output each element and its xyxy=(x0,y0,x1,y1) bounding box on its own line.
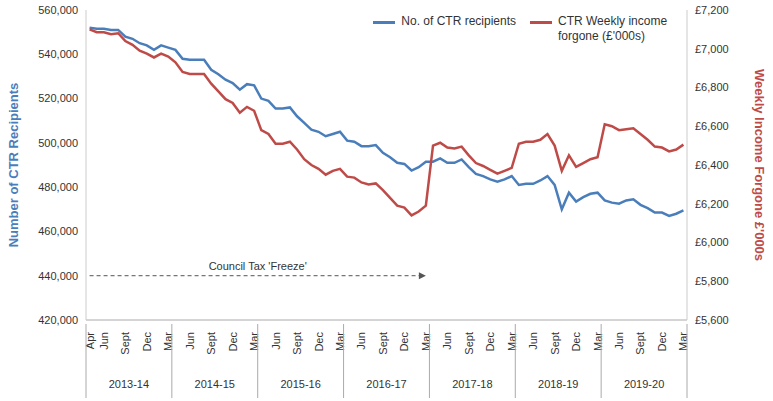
svg-text:Dec: Dec xyxy=(313,332,325,352)
svg-text:2015-16: 2015-16 xyxy=(280,378,320,390)
svg-text:Sept: Sept xyxy=(205,332,217,355)
svg-text:2014-15: 2014-15 xyxy=(195,378,235,390)
svg-text:Sept: Sept xyxy=(377,332,389,355)
svg-text:2016-17: 2016-17 xyxy=(366,378,406,390)
svg-text:460,000: 460,000 xyxy=(38,225,78,237)
svg-text:Mar: Mar xyxy=(162,332,174,351)
svg-text:Jun: Jun xyxy=(355,332,367,350)
svg-text:500,000: 500,000 xyxy=(38,137,78,149)
svg-text:Sept: Sept xyxy=(463,332,475,355)
svg-text:£5,800: £5,800 xyxy=(695,275,729,287)
svg-text:Mar: Mar xyxy=(506,332,518,351)
svg-text:2018-19: 2018-19 xyxy=(538,378,578,390)
svg-text:560,000: 560,000 xyxy=(38,4,78,16)
svg-text:Dec: Dec xyxy=(570,332,582,352)
svg-text:420,000: 420,000 xyxy=(38,314,78,326)
svg-text:2019-20: 2019-20 xyxy=(624,378,664,390)
svg-text:£7,000: £7,000 xyxy=(695,43,729,55)
svg-text:540,000: 540,000 xyxy=(38,48,78,60)
svg-text:Mar: Mar xyxy=(592,332,604,351)
svg-text:Sept: Sept xyxy=(549,332,561,355)
svg-text:Jun: Jun xyxy=(441,332,453,350)
svg-text:Jun: Jun xyxy=(270,332,282,350)
svg-text:Number of CTR Recipients: Number of CTR Recipients xyxy=(8,83,21,248)
svg-text:Council Tax 'Freeze': Council Tax 'Freeze' xyxy=(209,260,307,272)
svg-text:2013-14: 2013-14 xyxy=(109,378,149,390)
svg-text:Apr: Apr xyxy=(84,332,96,349)
svg-text:Jun: Jun xyxy=(184,332,196,350)
svg-text:Sept: Sept xyxy=(119,332,131,355)
svg-text:Jun: Jun xyxy=(98,332,110,350)
svg-text:Dec: Dec xyxy=(227,332,239,352)
svg-text:Mar: Mar xyxy=(677,332,689,351)
svg-text:£6,800: £6,800 xyxy=(695,81,729,93)
svg-text:£6,600: £6,600 xyxy=(695,120,729,132)
svg-text:Dec: Dec xyxy=(398,332,410,352)
svg-text:440,000: 440,000 xyxy=(38,270,78,282)
svg-text:£6,400: £6,400 xyxy=(695,159,729,171)
svg-text:Mar: Mar xyxy=(248,332,260,351)
svg-text:Mar: Mar xyxy=(420,332,432,351)
html-text:No. of CTR recipients: No. of CTR recipients xyxy=(401,14,516,28)
svg-text:£5,600: £5,600 xyxy=(695,314,729,326)
svg-text:£6,200: £6,200 xyxy=(695,198,729,210)
svg-text:£6,000: £6,000 xyxy=(695,236,729,248)
svg-text:Jun: Jun xyxy=(613,332,625,350)
svg-text:Mar: Mar xyxy=(334,332,346,351)
svg-text:2017-18: 2017-18 xyxy=(452,378,492,390)
svg-text:520,000: 520,000 xyxy=(38,92,78,104)
svg-text:Dec: Dec xyxy=(656,332,668,352)
svg-text:Dec: Dec xyxy=(484,332,496,352)
svg-text:Jun: Jun xyxy=(527,332,539,350)
svg-text:Weekly Income Forgone £'000s: Weekly Income Forgone £'000s xyxy=(752,69,765,261)
svg-text:480,000: 480,000 xyxy=(38,181,78,193)
html-text:CTR Weekly income forgone (£'0: CTR Weekly income forgone (£'000s) xyxy=(558,14,668,43)
svg-text:Dec: Dec xyxy=(141,332,153,352)
svg-text:£7,200: £7,200 xyxy=(695,4,729,16)
svg-text:Sept: Sept xyxy=(634,332,646,355)
svg-text:Sept: Sept xyxy=(291,332,303,355)
